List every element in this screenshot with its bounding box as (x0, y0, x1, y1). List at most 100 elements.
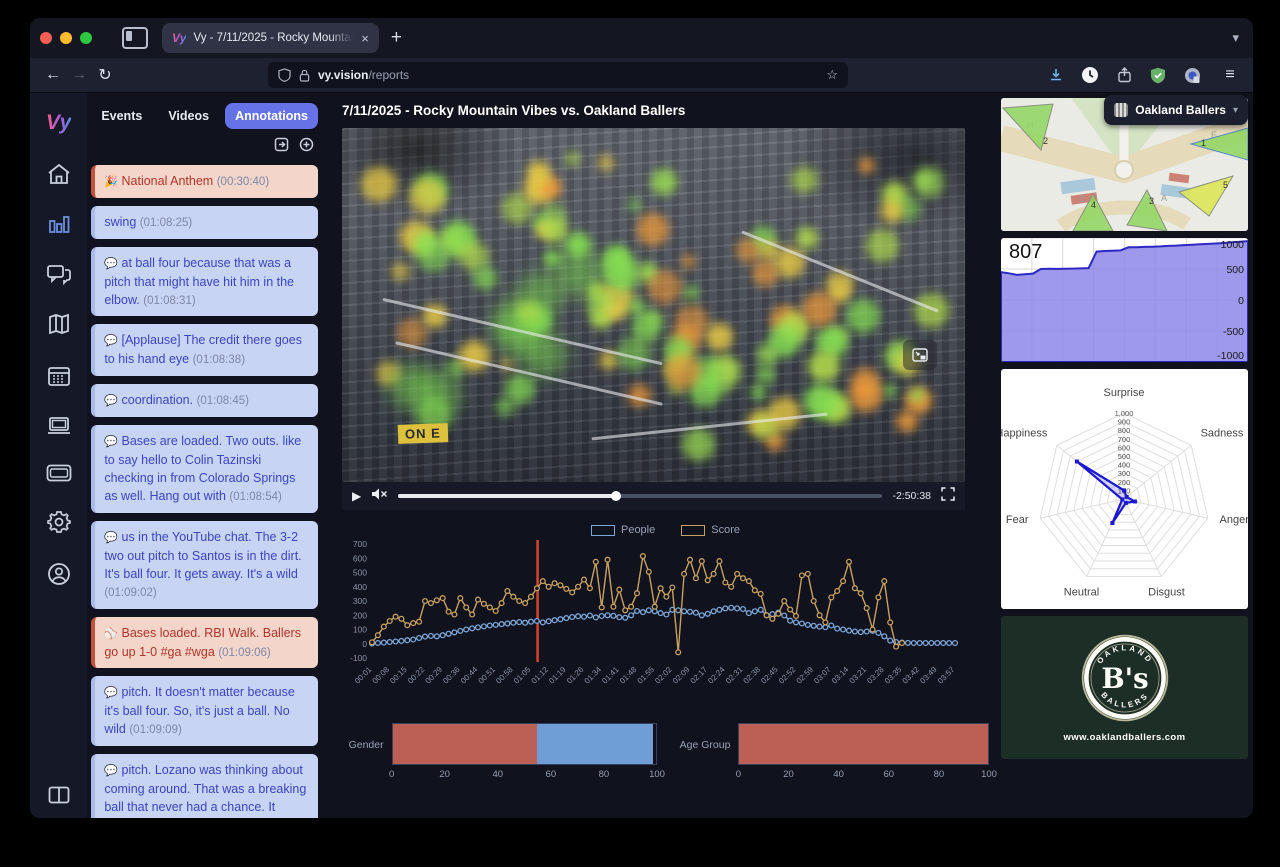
bookmark-star-icon[interactable]: ☆ (826, 67, 838, 82)
svg-text:1,000: 1,000 (1115, 409, 1134, 418)
svg-text:01:26: 01:26 (565, 665, 586, 686)
analytics-icon[interactable] (47, 213, 71, 235)
svg-text:01:12: 01:12 (530, 665, 551, 686)
annotation-time: (01:09:06) (218, 646, 271, 659)
svg-text:300: 300 (353, 596, 367, 606)
maximize-window-button[interactable] (80, 32, 92, 44)
annotation-type-icon: 💬 (104, 687, 119, 700)
svg-text:01:34: 01:34 (583, 665, 604, 686)
svg-text:01:48: 01:48 (618, 665, 639, 686)
share-extension-icon[interactable] (1115, 66, 1133, 84)
svg-text:02:02: 02:02 (653, 665, 674, 686)
downloads-icon[interactable] (1047, 66, 1065, 84)
svg-text:03:21: 03:21 (848, 665, 869, 686)
annotation-card[interactable]: 💬 Bases are loaded. Two outs. like to sa… (91, 424, 318, 513)
team-logo-card: OAKLAND BALLERS B's www.oaklandballers.c… (1001, 616, 1248, 759)
annotation-list: 🎉 National Anthem (00:30:40) swing (01:08… (91, 165, 318, 818)
section-sign: ON E (397, 423, 449, 444)
svg-text:300: 300 (1118, 469, 1131, 478)
svg-text:-1000: -1000 (1217, 350, 1244, 362)
annotation-card[interactable]: 💬 us in the YouTube chat. The 3-2 two ou… (91, 520, 318, 609)
annotation-card[interactable]: 💬 [Applause] The credit there goes to hi… (91, 324, 318, 376)
annotation-text: National Anthem (121, 174, 214, 188)
list-all-tabs-icon[interactable]: ▾ (1232, 30, 1239, 45)
vy-favicon: Vy (172, 31, 187, 45)
adblock-shield-icon[interactable] (1149, 66, 1167, 84)
svg-text:B's: B's (1101, 662, 1148, 695)
svg-text:02:09: 02:09 (671, 665, 692, 686)
tab-annotations[interactable]: Annotations (225, 103, 318, 129)
annotation-card[interactable]: 💬 at ball four because that was a pitch … (91, 246, 318, 317)
team-website: www.oaklandballers.com (1063, 732, 1186, 743)
billing-card-icon[interactable] (46, 464, 72, 482)
video-player[interactable]: ON E (342, 128, 965, 482)
svg-text:00:36: 00:36 (441, 665, 462, 686)
close-window-button[interactable] (40, 32, 52, 44)
tab-title: Vy - 7/11/2025 - Rocky Mountai (193, 32, 354, 44)
svg-text:Neutral: Neutral (1064, 587, 1099, 599)
svg-text:01:19: 01:19 (547, 665, 568, 686)
svg-text:500: 500 (353, 568, 367, 578)
close-tab-icon[interactable]: × (361, 30, 369, 46)
annotation-time: (01:09:09) (129, 724, 182, 737)
svg-text:03:14: 03:14 (830, 665, 851, 686)
calendar-icon[interactable] (47, 364, 71, 387)
browser-toolbar: ← → ↻ vy.vision/reports ☆ ≡ (30, 58, 1253, 93)
add-annotation-icon[interactable] (299, 137, 314, 157)
annotation-time: (01:09:02) (104, 586, 157, 599)
fullscreen-icon[interactable] (941, 486, 955, 506)
legend-people[interactable]: People (590, 524, 655, 536)
annotation-card[interactable]: 💬 pitch. Lozano was thinking about comin… (91, 753, 318, 818)
svg-text:-500: -500 (1223, 326, 1244, 338)
history-extension-icon[interactable] (1081, 66, 1099, 84)
annotation-card[interactable]: 🎉 National Anthem (00:30:40) (91, 165, 318, 198)
svg-text:Surprise: Surprise (1104, 387, 1145, 399)
tab-events[interactable]: Events (101, 109, 143, 123)
home-icon[interactable] (47, 163, 71, 185)
account-icon[interactable] (47, 562, 71, 586)
privacy-extension-icon[interactable] (1183, 66, 1201, 84)
minimize-window-button[interactable] (60, 32, 72, 44)
reload-button[interactable]: ↻ (98, 67, 112, 84)
emotion-radar-card: 1002003004005006007008009001,000Surprise… (1001, 369, 1248, 609)
vy-logo[interactable]: Vy (46, 111, 72, 134)
comments-icon[interactable] (46, 263, 72, 285)
back-button[interactable]: ← (45, 66, 61, 83)
svg-text:02:45: 02:45 (759, 665, 780, 686)
svg-text:C: C (1079, 194, 1086, 204)
team-selector[interactable]: Oakland Ballers ▾ (1104, 95, 1248, 125)
app-sidebar: Vy (30, 93, 88, 818)
settings-gear-icon[interactable] (46, 510, 71, 534)
svg-text:200: 200 (1118, 478, 1131, 487)
attendance-value: 807 (1009, 241, 1043, 263)
menu-hamburger-icon[interactable]: ≡ (1225, 66, 1235, 83)
pip-icon[interactable] (902, 340, 937, 371)
annotation-card[interactable]: 💬 coordination. (01:08:45) (91, 383, 318, 417)
svg-text:4: 4 (1091, 200, 1096, 210)
device-icon[interactable] (46, 415, 72, 436)
export-annotations-icon[interactable] (274, 137, 289, 157)
browser-tab[interactable]: Vy Vy - 7/11/2025 - Rocky Mountai × (162, 23, 379, 53)
report-main: 7/11/2025 - Rocky Mountain Vibes vs. Oak… (330, 93, 1001, 818)
url-path: /reports (368, 68, 410, 82)
play-button[interactable]: ▶ (352, 489, 362, 503)
seek-bar[interactable] (398, 491, 883, 501)
firefox-view-icon[interactable] (122, 27, 148, 49)
legend-score[interactable]: Score (681, 524, 740, 536)
annotation-card[interactable]: 💬 pitch. It doesn't matter because it's … (91, 676, 318, 746)
new-tab-button[interactable]: + (390, 27, 402, 48)
annotation-card[interactable]: ⚾ Bases loaded. RBI Walk. Ballers go up … (91, 616, 318, 669)
annotation-card[interactable]: swing (01:08:25) (91, 205, 318, 239)
forward-button[interactable]: → (71, 66, 87, 83)
annotation-text: Bases loaded. RBI Walk. Ballers go up 1-… (104, 625, 301, 659)
svg-text:600: 600 (353, 553, 367, 563)
tab-videos[interactable]: Videos (168, 109, 210, 123)
tracking-shield-icon[interactable] (278, 68, 291, 82)
mute-icon[interactable] (371, 487, 388, 506)
annotation-time: (01:08:25) (139, 216, 193, 229)
map-icon[interactable] (47, 313, 71, 336)
url-bar[interactable]: vy.vision/reports ☆ (268, 62, 848, 88)
svg-text:400: 400 (353, 582, 367, 592)
svg-text:01:05: 01:05 (512, 665, 533, 686)
toggle-panels-icon[interactable] (48, 786, 70, 804)
